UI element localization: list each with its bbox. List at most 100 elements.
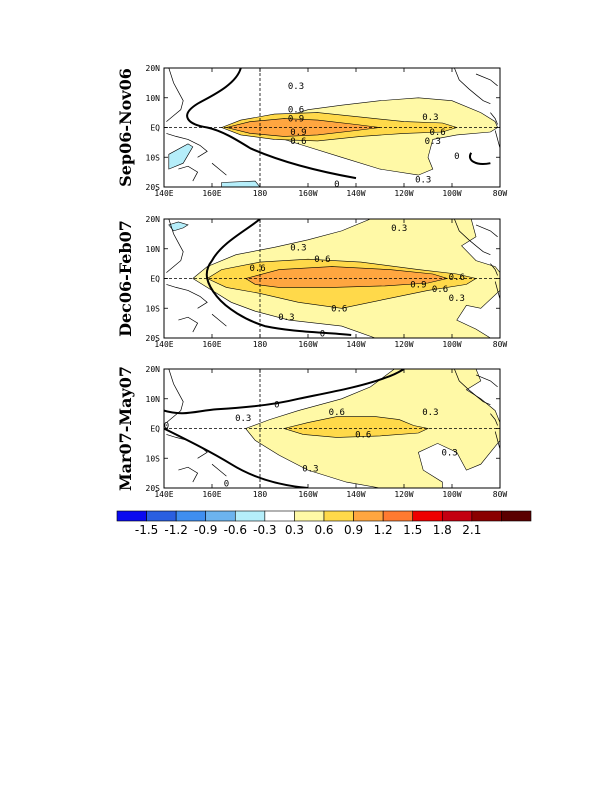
colorbar-label: 2.1: [462, 523, 481, 537]
colorbar-label: 0.3: [285, 523, 304, 537]
x-tick-label: 140W: [346, 340, 365, 349]
y-tick-label: 20N: [146, 64, 161, 73]
y-tick-label: 20S: [146, 484, 161, 493]
coastline: [178, 466, 199, 483]
colorbar-label: -0.6: [224, 523, 247, 537]
contour-label: 0.6: [449, 273, 465, 283]
coastline: [178, 316, 199, 333]
coastline: [211, 162, 227, 176]
colorbar-swatch: [234, 510, 266, 522]
panel-3: 0 0.3 0.6 0.3 0.6 0 0.3 0.3 0 140E 160E 180 160W 140W…: [116, 365, 507, 499]
contour-label: 0.9: [410, 280, 426, 290]
x-tick-label: 160W: [298, 340, 317, 349]
contour-label: 0.3: [278, 313, 294, 323]
x-tick-label: 140E: [154, 340, 173, 349]
x-tick-label: 160W: [298, 189, 317, 198]
colorbar-label: 0.9: [344, 523, 363, 537]
x-tick-label: 80W: [493, 189, 508, 198]
coastline: [475, 374, 498, 388]
colorbar-swatch: [205, 510, 236, 522]
x-tick-label: 180: [253, 490, 268, 499]
anomaly-contour-region: [168, 221, 189, 232]
x-tick-label: 120W: [394, 490, 413, 499]
coastline: [166, 284, 208, 309]
x-tick-label: 140E: [154, 490, 173, 499]
contour-label: 0.6: [331, 304, 347, 314]
contour-label: 0: [274, 401, 279, 411]
y-tick-label: EQ: [150, 425, 160, 434]
coastline: [178, 165, 199, 182]
colorbar-label: -0.3: [253, 523, 276, 537]
coastline: [166, 133, 208, 158]
contour-label: 0.6: [429, 128, 445, 138]
contour-label: 0.3: [288, 82, 304, 92]
y-tick-label: EQ: [150, 275, 160, 284]
colorbar-swatch: [323, 510, 354, 522]
colorbar-swatch: [412, 510, 443, 522]
anomaly-contour-region: [168, 143, 194, 170]
x-tick-label: 100W: [442, 189, 461, 198]
panel-title: Mar07-May07: [116, 366, 135, 491]
contour-label: 0.6: [314, 255, 330, 265]
contour-label: 0: [320, 330, 325, 340]
y-tick-label: 10S: [146, 454, 161, 463]
colorbar-swatch: [294, 510, 325, 522]
coastline: [494, 431, 500, 450]
contour-label: 0.6: [329, 408, 345, 418]
y-tick-label: 10N: [146, 395, 161, 404]
colorbar-label: -1.2: [164, 523, 187, 537]
contour-label: 0.3: [449, 294, 465, 304]
colorbar-swatch: [382, 510, 414, 522]
coastline: [166, 369, 184, 423]
x-tick-label: 140W: [346, 189, 365, 198]
zero-contour-line: [164, 427, 309, 488]
x-tick-label: 160E: [202, 490, 221, 499]
anomaly-contour-region: [221, 180, 261, 187]
colorbar-label: 1.5: [403, 523, 422, 537]
colorbar-label: 0.6: [314, 523, 333, 537]
zero-contour-line: [186, 68, 357, 180]
y-tick-label: 20N: [146, 365, 161, 374]
x-tick-label: 160E: [202, 340, 221, 349]
y-tick-label: 10S: [146, 304, 161, 313]
contour-label: 0.6: [249, 264, 265, 274]
colorbar-swatch: [175, 510, 207, 522]
colorbar-label: 1.2: [374, 523, 393, 537]
contour-label: 0.3: [422, 408, 438, 418]
panel-title: Sep06-Nov06: [116, 68, 135, 187]
colorbar-label: -0.9: [194, 523, 217, 537]
coastline: [490, 413, 498, 426]
x-tick-label: 160W: [298, 490, 317, 499]
x-tick-label: 180: [253, 189, 268, 198]
contour-label: 0: [164, 422, 169, 432]
colorbar-swatch: [471, 510, 502, 522]
contour-label: 0.3: [235, 414, 251, 424]
colorbar-swatch: [146, 510, 177, 522]
x-tick-label: 160E: [202, 189, 221, 198]
contour-label: 0.9: [288, 115, 304, 125]
contour-label: 0.9: [290, 128, 306, 138]
contour-label: 0.3: [415, 176, 431, 186]
contour-label: 0.6: [355, 430, 371, 440]
coastline: [494, 130, 500, 149]
y-tick-label: 10S: [146, 153, 161, 162]
y-tick-label: EQ: [150, 124, 160, 133]
coastline: [166, 68, 184, 122]
x-tick-label: 80W: [493, 490, 508, 499]
colorbar-swatch: [116, 510, 147, 522]
x-tick-label: 180: [253, 340, 268, 349]
colorbar-swatch: [353, 510, 384, 522]
coastline: [454, 68, 491, 105]
colorbar-label: -1.5: [135, 523, 158, 537]
y-tick-label: 20S: [146, 183, 161, 192]
zero-contour-line: [469, 152, 491, 165]
y-tick-label: 10N: [146, 245, 161, 254]
coastline: [475, 224, 498, 238]
y-tick-label: 10N: [146, 94, 161, 103]
contour-label: 0.3: [302, 465, 318, 475]
coastline: [475, 73, 498, 87]
panel-title: Dec06-Feb07: [116, 220, 135, 337]
colorbar-swatch: [441, 510, 473, 522]
